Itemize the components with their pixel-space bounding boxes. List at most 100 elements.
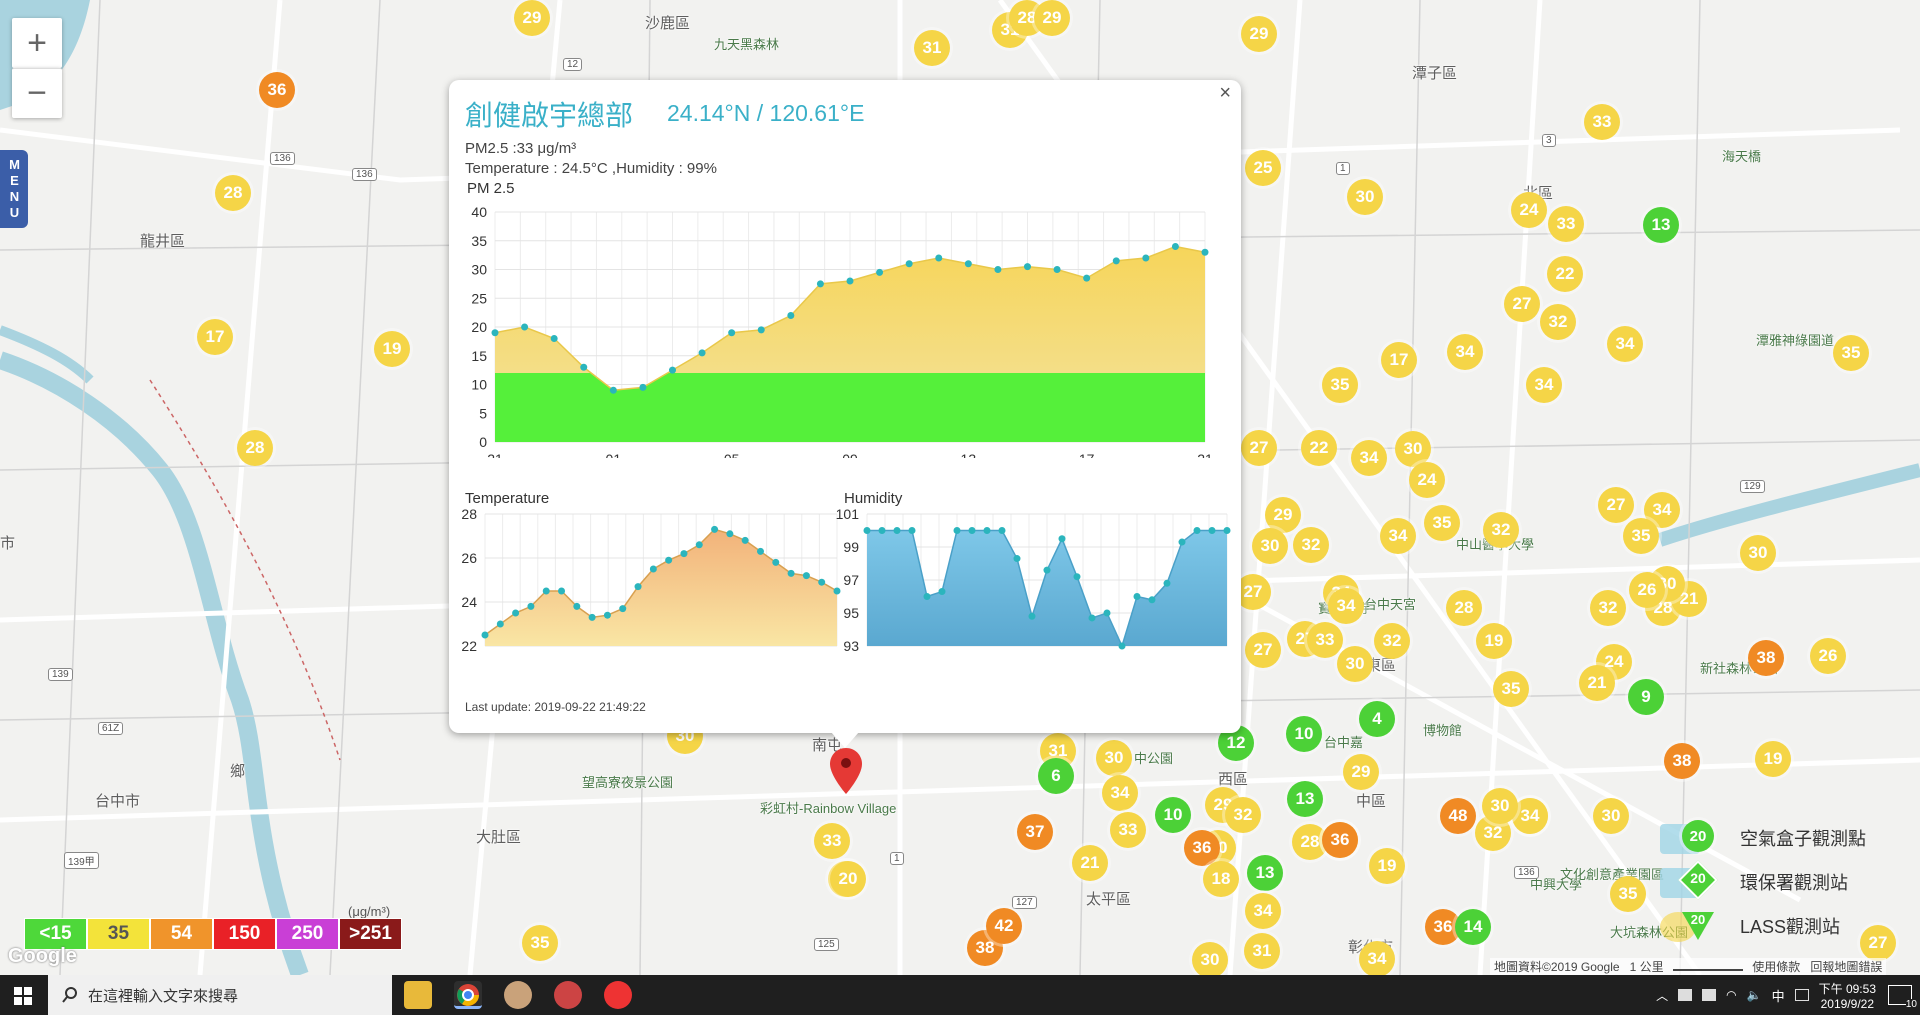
sensor-marker[interactable]: 22 — [1301, 430, 1337, 466]
sensor-marker[interactable]: 27 — [1245, 632, 1281, 668]
sensor-marker[interactable]: 13 — [1247, 855, 1283, 891]
sensor-marker[interactable]: 34 — [1512, 798, 1548, 834]
sensor-marker[interactable]: 36 — [1322, 822, 1358, 858]
sensor-marker[interactable]: 27 — [1860, 925, 1896, 961]
sensor-marker[interactable]: 19 — [1755, 741, 1791, 777]
sensor-marker[interactable]: 34 — [1328, 588, 1364, 624]
sensor-marker[interactable]: 21 — [1072, 845, 1108, 881]
menu-tab[interactable]: MENU — [0, 150, 28, 228]
sensor-marker[interactable]: 30 — [1337, 646, 1373, 682]
app-icon-3[interactable] — [604, 981, 632, 1009]
sensor-marker[interactable]: 9 — [1628, 679, 1664, 715]
sensor-marker[interactable]: 34 — [1351, 440, 1387, 476]
sensor-marker[interactable]: 24 — [1409, 462, 1445, 498]
sensor-marker[interactable]: 6 — [1038, 758, 1074, 794]
sensor-marker[interactable]: 36 — [259, 72, 295, 108]
sensor-marker[interactable]: 29 — [1034, 0, 1070, 36]
sensor-marker[interactable]: 34 — [1102, 775, 1138, 811]
chrome-icon[interactable] — [454, 981, 482, 1009]
sensor-marker[interactable]: 32 — [1293, 527, 1329, 563]
sensor-marker[interactable]: 24 — [1596, 644, 1632, 680]
sensor-marker[interactable]: 35 — [522, 925, 558, 961]
taskbar-search[interactable]: 在這裡輸入文字來搜尋 — [48, 975, 392, 1015]
sensor-marker[interactable]: 17 — [1381, 342, 1417, 378]
sensor-marker[interactable]: 30 — [1096, 740, 1132, 776]
sensor-marker[interactable]: 27 — [1235, 574, 1271, 610]
sensor-marker[interactable]: 28 — [215, 175, 251, 211]
zoom-out-button[interactable]: − — [12, 68, 62, 118]
sensor-marker[interactable]: 38 — [967, 930, 1003, 966]
zoom-in-button[interactable]: + — [12, 18, 62, 68]
sensor-marker[interactable]: 38 — [1664, 743, 1700, 779]
sensor-marker[interactable]: 35 — [1610, 876, 1646, 912]
sensor-marker[interactable]: 35 — [1322, 367, 1358, 403]
sensor-marker[interactable]: 33 — [1584, 104, 1620, 140]
sensor-marker[interactable]: 30 — [1593, 798, 1629, 834]
sensor-marker[interactable]: 19 — [1476, 623, 1512, 659]
sensor-marker[interactable]: 35 — [1623, 518, 1659, 554]
sensor-marker[interactable]: 29 — [1241, 16, 1277, 52]
sensor-marker[interactable]: 34 — [1526, 367, 1562, 403]
sensor-marker[interactable]: 33 — [1110, 812, 1146, 848]
ime-indicator[interactable]: 中 — [1771, 988, 1785, 1004]
sensor-marker[interactable]: 36 — [1184, 830, 1220, 866]
sensor-marker[interactable]: 22 — [1547, 256, 1583, 292]
sensor-marker[interactable]: 29 — [514, 0, 550, 36]
sensor-marker[interactable]: 33 — [1548, 206, 1584, 242]
sensor-marker[interactable]: 14 — [1455, 909, 1491, 945]
sensor-marker[interactable]: 35 — [1833, 335, 1869, 371]
sensor-marker[interactable]: 34 — [1359, 941, 1395, 975]
wifi-icon[interactable]: ◠ — [1726, 988, 1737, 1002]
sensor-marker[interactable]: 13 — [1287, 781, 1323, 817]
sensor-marker[interactable]: 31 — [914, 30, 950, 66]
keyboard-icon[interactable] — [1794, 989, 1809, 1001]
chevron-up-icon[interactable]: ︿ — [1656, 988, 1669, 1003]
close-icon[interactable]: × — [1219, 82, 1231, 104]
sensor-marker[interactable]: 34 — [1380, 518, 1416, 554]
file-explorer-icon[interactable] — [404, 981, 432, 1009]
sensor-marker[interactable]: 28 — [1446, 590, 1482, 626]
sensor-marker[interactable]: 30 — [1192, 942, 1228, 975]
sensor-marker[interactable]: 34 — [1245, 893, 1281, 929]
sensor-marker[interactable]: 42 — [986, 908, 1022, 944]
sensor-marker[interactable]: 38 — [1748, 640, 1784, 676]
sensor-marker[interactable]: 30 — [1740, 535, 1776, 571]
sensor-marker[interactable]: 25 — [1245, 150, 1281, 186]
sensor-marker[interactable]: 32 — [1590, 590, 1626, 626]
sensor-marker[interactable]: 27 — [1241, 430, 1277, 466]
sensor-marker[interactable]: 17 — [197, 319, 233, 355]
notification-icon[interactable]: 10 — [1888, 985, 1917, 1010]
sensor-marker[interactable]: 35 — [1493, 671, 1529, 707]
sensor-marker[interactable]: 30 — [1395, 431, 1431, 467]
sensor-marker[interactable]: 30 — [1252, 528, 1288, 564]
terms-link[interactable]: 使用條款 — [1752, 960, 1801, 974]
app-icon-1[interactable] — [504, 981, 532, 1009]
sensor-marker[interactable]: 26 — [1629, 572, 1665, 608]
sensor-marker[interactable]: 30 — [1347, 179, 1383, 215]
sensor-marker[interactable]: 32 — [1483, 512, 1519, 548]
sensor-marker[interactable]: 19 — [374, 331, 410, 367]
report-link[interactable]: 回報地圖錯誤 — [1810, 960, 1883, 974]
sensor-marker[interactable]: 13 — [1643, 207, 1679, 243]
sensor-marker[interactable]: 35 — [1424, 505, 1460, 541]
sensor-marker[interactable]: 33 — [814, 823, 850, 859]
sensor-marker[interactable]: 34 — [1607, 326, 1643, 362]
sensor-marker[interactable]: 19 — [1369, 848, 1405, 884]
sensor-marker[interactable]: 32 — [1225, 797, 1261, 833]
sensor-marker[interactable]: 20 — [830, 861, 866, 897]
sensor-marker[interactable]: 27 — [1504, 286, 1540, 322]
sensor-marker[interactable]: 30 — [1482, 788, 1518, 824]
sensor-marker[interactable]: 26 — [1810, 638, 1846, 674]
clock[interactable]: 下午 09:53 2019/9/22 — [1819, 980, 1876, 1011]
sensor-marker[interactable]: 10 — [1286, 716, 1322, 752]
sensor-marker[interactable]: 18 — [1203, 861, 1239, 897]
sensor-marker[interactable]: 37 — [1017, 814, 1053, 850]
sensor-marker[interactable]: 29 — [1343, 754, 1379, 790]
sensor-marker[interactable]: 10 — [1155, 797, 1191, 833]
sensor-marker[interactable]: 24 — [1511, 192, 1547, 228]
sensor-marker[interactable]: 21 — [1671, 581, 1707, 617]
volume-icon[interactable]: 🔈 — [1746, 988, 1762, 1002]
battery-icon[interactable] — [1702, 989, 1717, 1001]
map-pin-icon[interactable] — [830, 748, 862, 794]
sensor-marker[interactable]: 4 — [1359, 701, 1395, 737]
